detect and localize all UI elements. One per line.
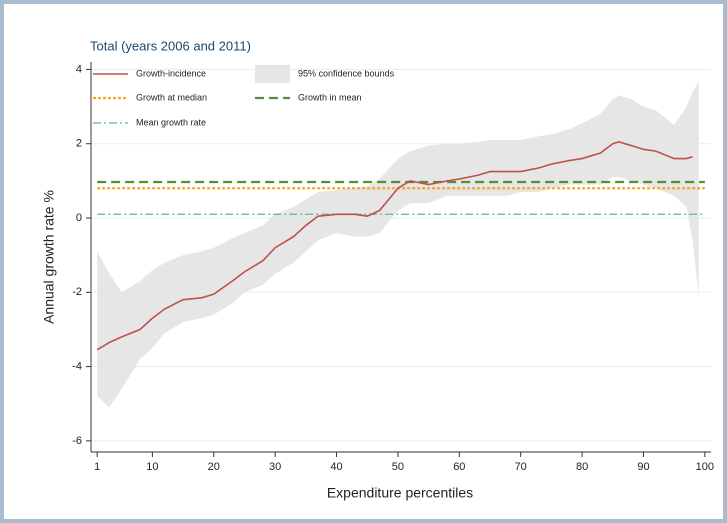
x-tick-label: 90	[637, 461, 649, 473]
chart-title: Total (years 2006 and 2011)	[90, 38, 251, 53]
y-tick-label: 4	[76, 63, 82, 75]
x-tick-label: 20	[208, 461, 220, 473]
y-tick-label: -4	[72, 360, 82, 372]
confidence-band	[97, 82, 699, 408]
legend-label: Growth-incidence	[136, 68, 206, 78]
x-tick-label: 50	[392, 461, 404, 473]
y-axis-title: Annual growth rate %	[41, 190, 57, 324]
legend-swatch	[255, 65, 290, 83]
legend-label: Growth at median	[136, 92, 207, 102]
y-tick-label: 2	[76, 138, 82, 150]
x-tick-label: 1	[94, 461, 100, 473]
growth-line	[96, 141, 693, 351]
x-tick-label: 30	[269, 461, 281, 473]
x-tick-label: 80	[576, 461, 588, 473]
x-tick-label: 10	[146, 461, 158, 473]
x-tick-label: 70	[515, 461, 527, 473]
y-tick-label: -2	[72, 286, 82, 298]
legend-label: Mean growth rate	[136, 117, 206, 127]
legend-label: 95% confidence bounds	[298, 68, 395, 78]
x-tick-label: 100	[696, 461, 714, 473]
y-tick-label: -6	[72, 435, 82, 447]
legend-label: Growth in mean	[298, 92, 362, 102]
y-tick-label: 0	[76, 212, 82, 224]
x-tick-label: 60	[453, 461, 465, 473]
x-axis-title: Expenditure percentiles	[327, 485, 473, 501]
x-tick-label: 40	[330, 461, 342, 473]
